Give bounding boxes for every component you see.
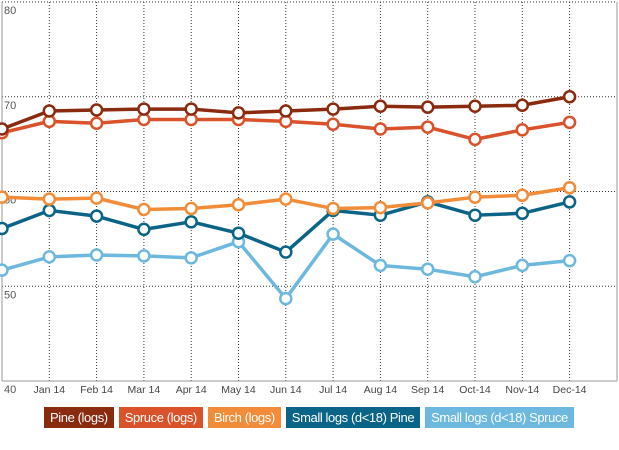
data-point <box>0 122 9 136</box>
series-small-logs-d-18-spruce <box>0 227 577 306</box>
data-point <box>279 291 293 306</box>
data-point <box>89 191 104 205</box>
data-point <box>562 253 577 268</box>
data-point <box>184 201 198 216</box>
data-point <box>89 248 104 262</box>
data-point <box>89 103 104 117</box>
legend-item[interactable]: Spruce (logs) <box>118 407 203 428</box>
data-point <box>137 202 151 217</box>
data-point <box>326 227 340 241</box>
data-point <box>42 192 57 206</box>
data-point <box>137 102 151 116</box>
data-point <box>468 132 482 147</box>
data-point <box>0 221 9 236</box>
data-point <box>373 122 388 136</box>
data-point <box>89 116 104 131</box>
data-point <box>515 123 530 137</box>
data-point <box>42 203 57 218</box>
x-tick-label: Sep 14 <box>411 384 444 396</box>
data-point <box>468 208 482 222</box>
x-tick-label: Jan 14 <box>34 384 66 396</box>
legend: Pine (logs) Spruce (logs) Birch (logs) Smal… <box>44 407 574 428</box>
data-point <box>420 262 435 276</box>
x-tick-label: Mar 14 <box>128 384 161 396</box>
data-point <box>184 251 198 265</box>
data-point <box>515 258 530 273</box>
y-tick-label: 50 <box>4 289 16 301</box>
x-tick-label: Jun 14 <box>270 384 302 396</box>
data-point <box>42 250 57 264</box>
data-point <box>89 209 104 223</box>
data-point <box>279 245 293 259</box>
x-tick-label: Nov-14 <box>505 384 539 396</box>
x-tick-label: Jul 14 <box>319 384 347 396</box>
data-point <box>468 99 482 113</box>
series-pine-logs- <box>0 90 577 136</box>
data-point <box>231 198 246 212</box>
data-point <box>326 117 340 131</box>
data-point <box>515 188 530 203</box>
x-tick-label: Apr 14 <box>176 384 207 396</box>
x-tick-label: Dec-14 <box>553 384 587 396</box>
data-point <box>137 249 151 263</box>
legend-item[interactable]: Pine (logs) <box>44 407 114 428</box>
data-point <box>279 192 293 206</box>
data-point <box>562 180 577 195</box>
x-tick-label: Feb 14 <box>80 384 113 396</box>
series-birch-logs- <box>0 180 577 217</box>
data-point <box>420 120 435 134</box>
data-point <box>184 215 198 229</box>
data-point <box>184 102 198 116</box>
data-point <box>0 263 9 277</box>
data-point <box>279 104 293 118</box>
data-point <box>420 196 435 210</box>
data-point <box>137 222 151 237</box>
data-point <box>562 115 577 130</box>
data-point <box>326 201 340 216</box>
y-tick-label: 40 <box>4 384 16 396</box>
data-point <box>562 195 577 209</box>
data-point <box>231 226 246 240</box>
data-point <box>562 90 577 104</box>
data-point <box>468 270 482 284</box>
data-point <box>515 98 530 113</box>
legend-item[interactable]: Small logs (d<18) Pine <box>285 407 421 428</box>
data-point <box>326 102 340 116</box>
legend-item[interactable]: Birch (logs) <box>207 407 281 428</box>
y-tick-label: 80 <box>4 5 16 17</box>
data-point <box>231 106 246 120</box>
data-point <box>515 206 530 221</box>
series-small-logs-d-18-pine <box>0 195 577 259</box>
data-point <box>42 104 57 118</box>
data-point <box>0 190 9 204</box>
x-tick-label: May 14 <box>221 384 256 396</box>
y-tick-label: 70 <box>4 100 16 112</box>
x-tick-label: Oct-14 <box>459 384 491 396</box>
legend-item[interactable]: Small logs (d<18) Spruce <box>425 407 574 428</box>
data-point <box>373 200 388 215</box>
data-point <box>420 100 435 114</box>
series-spruce-logs- <box>0 112 577 147</box>
data-point <box>373 258 388 273</box>
data-point <box>373 99 388 113</box>
x-tick-label: Aug 14 <box>364 384 397 396</box>
data-point <box>468 190 482 204</box>
